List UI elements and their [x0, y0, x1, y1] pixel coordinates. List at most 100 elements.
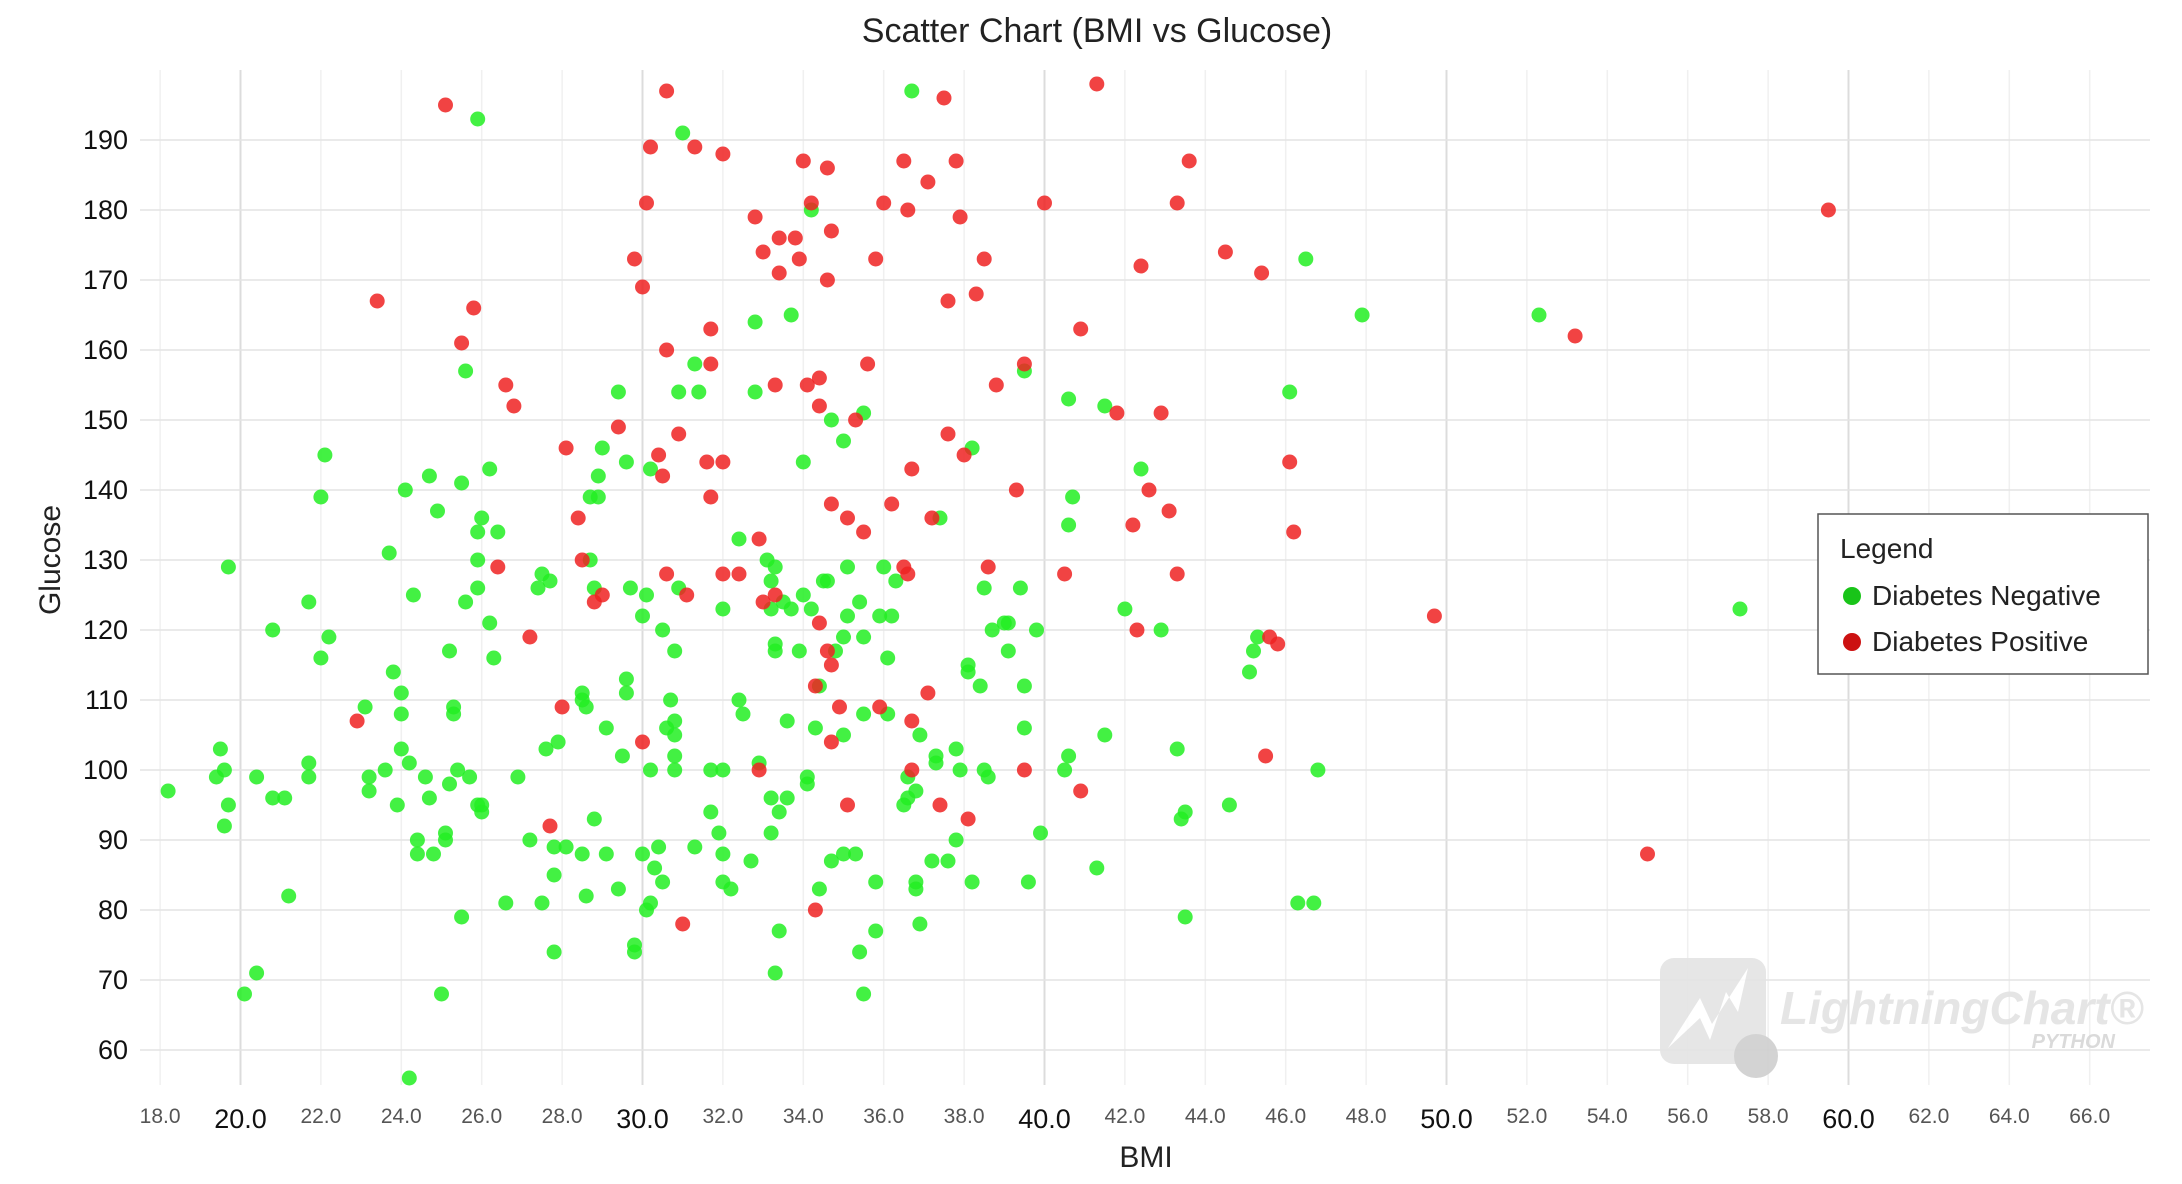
point-positive-41 — [751, 762, 767, 778]
point-negative-145 — [763, 825, 779, 841]
point-negative-252 — [1306, 895, 1322, 911]
point-positive-4 — [466, 300, 482, 316]
point-positive-9 — [542, 818, 558, 834]
point-negative-207 — [940, 853, 956, 869]
point-negative-77 — [546, 944, 562, 960]
chart-title: Scatter Chart (BMI vs Glucose) — [862, 12, 1332, 50]
point-positive-11 — [558, 440, 574, 456]
point-negative-111 — [651, 839, 667, 855]
point-negative-189 — [876, 559, 892, 575]
point-negative-181 — [852, 594, 868, 610]
point-negative-233 — [1061, 391, 1077, 407]
point-positive-47 — [771, 230, 787, 246]
x-axis-title: BMI — [1119, 1141, 1172, 1174]
point-positive-42 — [755, 594, 771, 610]
legend-title: Legend — [1840, 533, 1933, 564]
point-negative-82 — [574, 685, 590, 701]
point-negative-186 — [868, 923, 884, 939]
point-negative-249 — [1282, 384, 1298, 400]
point-negative-0 — [160, 783, 176, 799]
point-positive-8 — [522, 629, 538, 645]
point-negative-70 — [530, 580, 546, 596]
point-negative-109 — [643, 461, 658, 477]
point-positive-112 — [1169, 195, 1185, 211]
point-negative-18 — [313, 489, 329, 505]
point-negative-248 — [1250, 629, 1266, 645]
point-negative-253 — [1310, 762, 1326, 778]
watermark-brand: LightningChart® — [1780, 982, 2144, 1034]
point-positive-104 — [1089, 76, 1105, 92]
point-negative-83 — [578, 699, 594, 715]
point-positive-101 — [1057, 566, 1073, 582]
point-negative-49 — [450, 762, 466, 778]
point-negative-24 — [377, 762, 393, 778]
watermark-python-icon — [1734, 1034, 1778, 1078]
point-negative-215 — [972, 678, 988, 694]
point-negative-138 — [743, 853, 759, 869]
point-positive-75 — [896, 153, 912, 169]
point-negative-9 — [249, 769, 265, 785]
point-positive-49 — [791, 251, 807, 267]
point-negative-108 — [643, 762, 658, 778]
point-negative-78 — [550, 734, 566, 750]
point-positive-56 — [811, 615, 827, 631]
point-negative-41 — [430, 503, 445, 519]
point-positive-60 — [819, 160, 835, 176]
point-positive-61 — [823, 734, 839, 750]
point-negative-232 — [1061, 517, 1077, 533]
point-negative-243 — [1177, 909, 1193, 925]
point-negative-50 — [454, 475, 470, 491]
point-negative-170 — [823, 853, 839, 869]
point-positive-48 — [787, 230, 803, 246]
point-positive-122 — [1426, 608, 1442, 624]
point-positive-92 — [960, 811, 976, 827]
y-tick-label-0: 60 — [98, 1035, 128, 1065]
point-negative-62 — [474, 797, 490, 813]
y-tick-label-13: 190 — [83, 125, 128, 155]
point-negative-128 — [703, 762, 719, 778]
point-negative-10 — [265, 790, 281, 806]
point-positive-67 — [840, 797, 855, 813]
point-negative-240 — [1153, 622, 1169, 638]
point-negative-61 — [474, 510, 490, 526]
point-positive-107 — [1129, 622, 1145, 638]
point-negative-169 — [819, 573, 835, 589]
point-negative-137 — [735, 706, 751, 722]
point-negative-97 — [618, 454, 634, 470]
x-tick-minor-label-2: 24.0 — [381, 1105, 422, 1128]
point-positive-99 — [1016, 762, 1032, 778]
point-positive-82 — [920, 174, 936, 190]
point-negative-208 — [948, 741, 964, 757]
point-positive-20 — [639, 195, 654, 211]
lightningchart-watermark: LightningChart® PYTHON — [1660, 958, 2144, 1078]
point-positive-52 — [803, 195, 819, 211]
point-positive-43 — [755, 244, 771, 260]
point-negative-227 — [1020, 874, 1036, 890]
point-negative-236 — [1097, 398, 1113, 414]
y-tick-label-4: 100 — [83, 755, 128, 785]
point-negative-64 — [482, 461, 498, 477]
point-positive-28 — [675, 916, 691, 932]
point-positive-110 — [1153, 405, 1169, 421]
legend-entry-negative[interactable]: Diabetes Negative — [1872, 580, 2101, 611]
point-negative-147 — [767, 965, 783, 981]
point-negative-91 — [594, 440, 610, 456]
point-negative-107 — [643, 895, 658, 911]
point-negative-162 — [799, 776, 815, 792]
point-negative-134 — [723, 881, 739, 897]
point-negative-221 — [1000, 615, 1016, 631]
point-negative-93 — [598, 720, 614, 736]
point-negative-223 — [1012, 580, 1028, 596]
point-negative-139 — [747, 314, 763, 330]
point-positive-68 — [848, 412, 864, 428]
point-negative-230 — [1057, 762, 1073, 778]
point-positive-10 — [554, 699, 570, 715]
point-negative-184 — [856, 706, 872, 722]
point-positive-80 — [904, 713, 920, 729]
point-positive-96 — [988, 377, 1004, 393]
y-tick-label-6: 120 — [83, 615, 128, 645]
point-negative-154 — [779, 713, 795, 729]
legend-entry-positive[interactable]: Diabetes Positive — [1872, 626, 2088, 657]
point-negative-54 — [462, 769, 478, 785]
point-positive-31 — [699, 454, 715, 470]
